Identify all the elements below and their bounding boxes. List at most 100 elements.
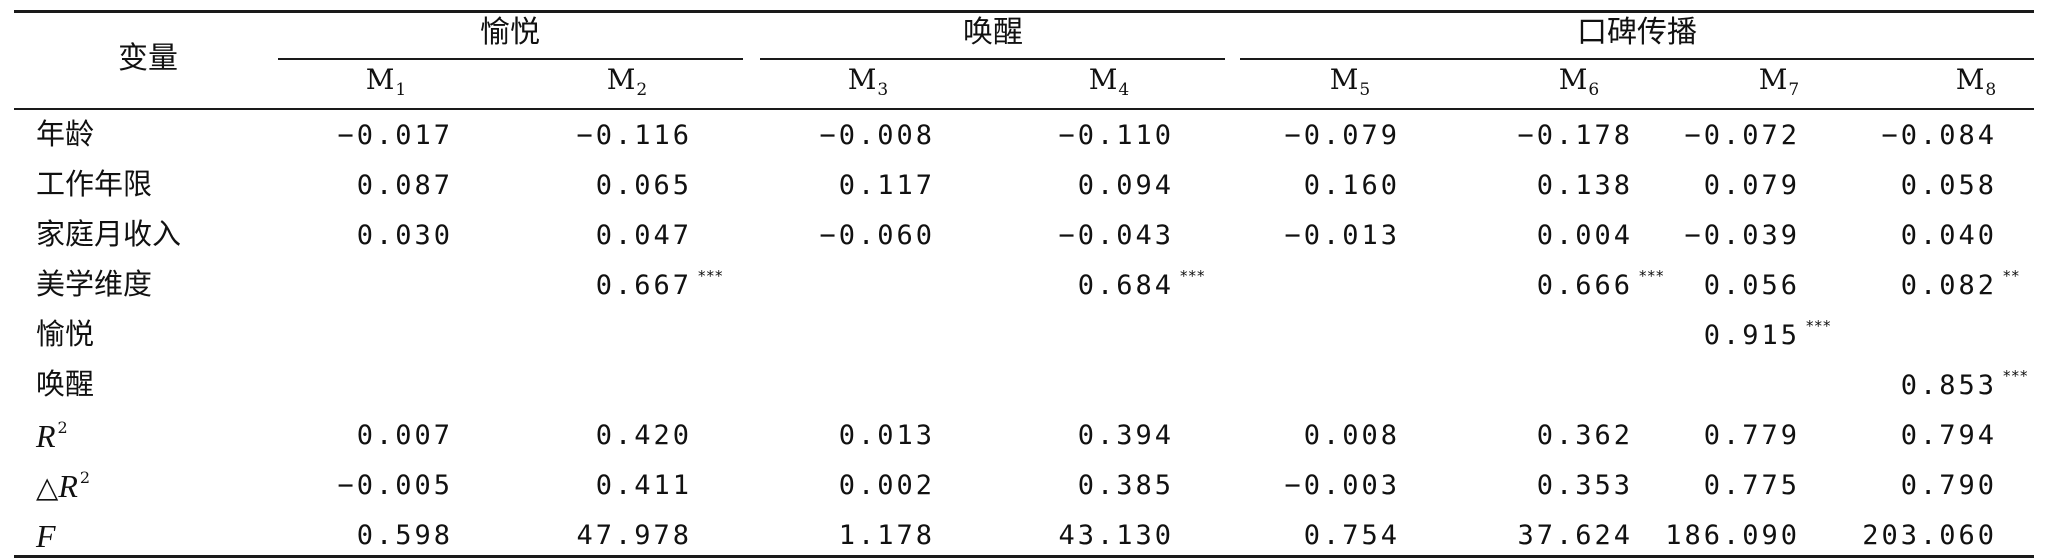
table-cell: 0.002	[838, 470, 935, 501]
model-header-subscript: 8	[1985, 80, 1997, 100]
table-cell: 1.178	[838, 520, 935, 551]
table-cell: 0.411	[595, 470, 692, 501]
corner-label: 变量	[118, 41, 178, 76]
table-cell: −0.039	[1684, 220, 1800, 251]
model-header-subscript: 3	[877, 80, 889, 100]
table-cell: −0.005	[337, 470, 453, 501]
model-header-3: M3	[848, 66, 889, 99]
row-label-text: 美学维度	[36, 267, 153, 301]
model-header-base: M	[1558, 63, 1588, 96]
row-label-text: 愉悦	[36, 317, 95, 351]
model-header-subscript: 4	[1118, 80, 1130, 100]
table-cell: 0.087	[356, 170, 453, 201]
group-underline-huanxing	[760, 58, 1225, 60]
table-cell: −0.072	[1684, 120, 1800, 151]
model-header-base: M	[847, 63, 877, 96]
table-cell: 0.915	[1703, 320, 1800, 351]
table-cell: 0.684	[1077, 270, 1174, 301]
table-cell: 0.394	[1077, 420, 1174, 451]
table-cell: 0.598	[356, 520, 453, 551]
table-cell: 0.058	[1900, 170, 1997, 201]
table-cell: −0.110	[1058, 120, 1174, 151]
table-cell: 0.008	[1303, 420, 1400, 451]
row-label: F	[36, 520, 56, 552]
group-header-koubei: 口碑传播	[1577, 15, 1697, 50]
table-cell: 0.079	[1703, 170, 1800, 201]
row-label: 唤醒	[36, 370, 94, 399]
model-header-5: M5	[1330, 66, 1371, 99]
header-bottom-rule	[14, 108, 2034, 110]
table-cell: 0.775	[1703, 470, 1800, 501]
table-cell: −0.003	[1284, 470, 1400, 501]
row-label-text: 唤醒	[36, 367, 95, 401]
table-cell: 0.666	[1536, 270, 1633, 301]
table-cell: −0.116	[576, 120, 692, 151]
table-cell: −0.079	[1284, 120, 1400, 151]
group-underline-yuyue	[278, 58, 743, 60]
table-cell: 0.790	[1900, 470, 1997, 501]
table-cell: 0.056	[1703, 270, 1800, 301]
table-cell: 0.138	[1536, 170, 1633, 201]
row-label: 年龄	[36, 120, 94, 149]
row-label-superscript: 2	[79, 468, 91, 487]
table-cell: 0.030	[356, 220, 453, 251]
table-cell: 43.130	[1058, 520, 1174, 551]
model-header-base: M	[1329, 63, 1359, 96]
row-label-text: 工作年限	[36, 167, 153, 201]
model-header-base: M	[1955, 63, 1985, 96]
table-top-rule	[14, 10, 2034, 13]
table-cell: 0.353	[1536, 470, 1633, 501]
group-header-yuyue: 愉悦	[480, 15, 540, 50]
model-header-base: M	[1758, 63, 1788, 96]
group-header-huanxing: 唤醒	[963, 15, 1023, 50]
table-cell: 0.117	[838, 170, 935, 201]
model-header-subscript: 5	[1359, 80, 1371, 100]
table-cell: −0.084	[1881, 120, 1997, 151]
significance-marker: ***	[1806, 317, 1832, 335]
model-header-2: M2	[607, 66, 648, 99]
table-cell: 0.794	[1900, 420, 1997, 451]
model-header-subscript: 1	[395, 80, 407, 100]
table-cell: 0.040	[1900, 220, 1997, 251]
table-cell: 0.754	[1303, 520, 1400, 551]
table-cell: −0.060	[819, 220, 935, 251]
table-cell: 0.065	[595, 170, 692, 201]
significance-marker: ***	[698, 267, 724, 285]
delta-symbol: △	[36, 470, 59, 504]
model-header-7: M7	[1759, 66, 1800, 99]
row-label-text: 年龄	[36, 117, 95, 151]
table-cell: 47.978	[576, 520, 692, 551]
row-label: 工作年限	[36, 170, 152, 199]
table-cell: 0.094	[1077, 170, 1174, 201]
row-label: 家庭月收入	[36, 220, 181, 249]
model-header-1: M1	[366, 66, 407, 99]
model-header-base: M	[1088, 63, 1118, 96]
table-cell: 0.082	[1900, 270, 1997, 301]
table-cell: 0.047	[595, 220, 692, 251]
table-cell: 0.013	[838, 420, 935, 451]
model-header-subscript: 6	[1588, 80, 1600, 100]
model-header-8: M8	[1956, 66, 1997, 99]
table-cell: 0.007	[356, 420, 453, 451]
table-cell: −0.017	[337, 120, 453, 151]
table-cell: 0.853	[1900, 370, 1997, 401]
table-cell: 37.624	[1517, 520, 1633, 551]
model-header-subscript: 7	[1788, 80, 1800, 100]
table-bottom-rule	[14, 555, 2034, 558]
model-header-subscript: 2	[636, 80, 648, 100]
row-label-text: F	[36, 518, 56, 554]
significance-marker: ***	[2003, 367, 2029, 385]
table-cell: −0.178	[1517, 120, 1633, 151]
row-label-text: R	[58, 468, 78, 504]
table-cell: 186.090	[1665, 520, 1800, 551]
model-header-4: M4	[1089, 66, 1130, 99]
group-underline-koubei	[1240, 58, 2034, 60]
table-cell: 0.420	[595, 420, 692, 451]
table-cell: −0.013	[1284, 220, 1400, 251]
row-label: △R 2	[36, 468, 91, 504]
significance-marker: **	[2003, 267, 2020, 285]
row-label: 愉悦	[36, 320, 94, 349]
model-header-6: M6	[1559, 66, 1600, 99]
model-header-base: M	[365, 63, 395, 96]
